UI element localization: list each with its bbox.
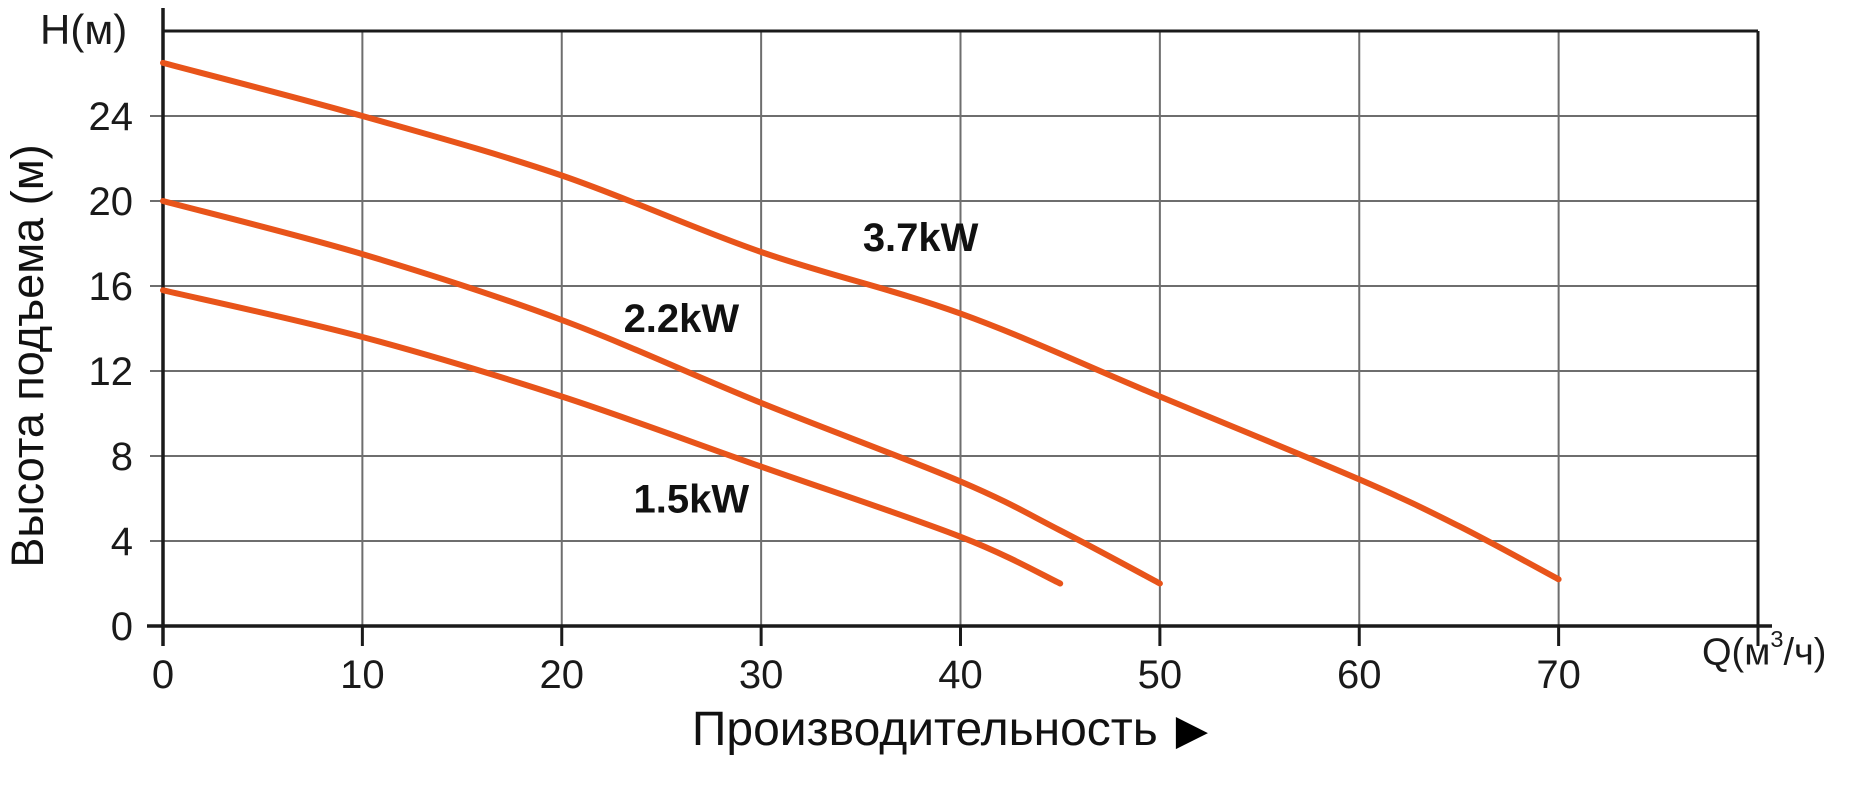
y-tick-label: 0 [111, 605, 133, 649]
x-axis-unit-post: /ч) [1783, 631, 1827, 674]
curve-label-3.7kW: 3.7kW [863, 216, 979, 260]
pump-curve-3.7kW [160, 59, 1562, 583]
pump-curve-2.2kW [160, 198, 1163, 587]
curve-label-1.5kW: 1.5kW [634, 478, 750, 522]
y-tick-label: 8 [111, 435, 133, 479]
y-axis-unit-label: H(м) [40, 6, 128, 53]
x-tick-label: 10 [340, 653, 385, 697]
x-tick-label: 70 [1536, 653, 1581, 697]
x-tick-label: 40 [938, 653, 983, 697]
x-axis-title-text: Производительность [691, 703, 1158, 756]
y-tick-label: 12 [89, 350, 134, 394]
pump-curve-1.5kW [160, 287, 1064, 587]
x-axis-unit-superscript: 3 [1770, 626, 1784, 653]
x-axis-unit-label: Q(м3/ч) [1702, 626, 1827, 675]
right-arrow-icon: ▶ [1175, 706, 1209, 753]
x-tick-label: 0 [152, 653, 174, 697]
y-tick-label: 16 [89, 265, 134, 309]
y-tick-label: 24 [89, 95, 134, 139]
y-tick-label: 4 [111, 520, 133, 564]
curve-label-2.2kW: 2.2kW [624, 297, 740, 341]
x-tick-label: 20 [540, 653, 585, 697]
y-tick-label: 20 [89, 180, 134, 224]
x-axis-unit-pre: Q(м [1702, 631, 1771, 674]
x-axis-title: Производительность ▶ [0, 702, 1869, 757]
x-tick-label: 50 [1138, 653, 1183, 697]
x-tick-label: 60 [1337, 653, 1382, 697]
x-tick-label: 30 [739, 653, 784, 697]
